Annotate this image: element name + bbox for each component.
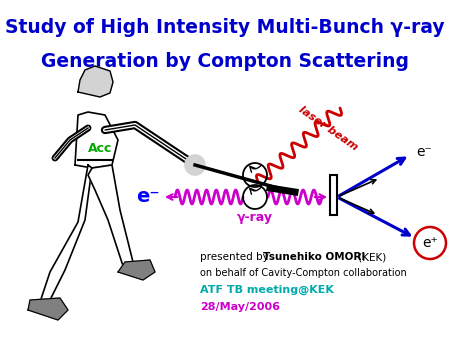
Text: presented by: presented by — [200, 252, 272, 262]
Text: e⁻: e⁻ — [136, 188, 160, 207]
Bar — [330, 175, 337, 215]
Text: Generation by Compton Scattering: Generation by Compton Scattering — [41, 52, 409, 71]
Text: e⁻: e⁻ — [416, 145, 432, 159]
Text: ATF TB meeting@KEK: ATF TB meeting@KEK — [200, 285, 334, 295]
Polygon shape — [118, 260, 155, 280]
Text: laser beam: laser beam — [297, 104, 360, 152]
Polygon shape — [78, 66, 113, 97]
Circle shape — [77, 74, 113, 110]
Text: Study of High Intensity Multi-Bunch γ-ray: Study of High Intensity Multi-Bunch γ-ra… — [5, 18, 445, 37]
Polygon shape — [28, 298, 68, 320]
Polygon shape — [38, 165, 92, 310]
Polygon shape — [88, 165, 135, 272]
Text: on behalf of Cavity-Compton collaboration: on behalf of Cavity-Compton collaboratio… — [200, 268, 407, 278]
Text: (KEK): (KEK) — [355, 252, 386, 262]
Text: γ-ray: γ-ray — [237, 212, 273, 224]
Polygon shape — [75, 112, 118, 168]
Text: Acc: Acc — [88, 142, 112, 154]
Text: e⁺: e⁺ — [422, 236, 438, 250]
Circle shape — [185, 155, 205, 175]
Text: 28/May/2006: 28/May/2006 — [200, 302, 280, 312]
Text: Tsunehiko OMORI: Tsunehiko OMORI — [263, 252, 365, 262]
